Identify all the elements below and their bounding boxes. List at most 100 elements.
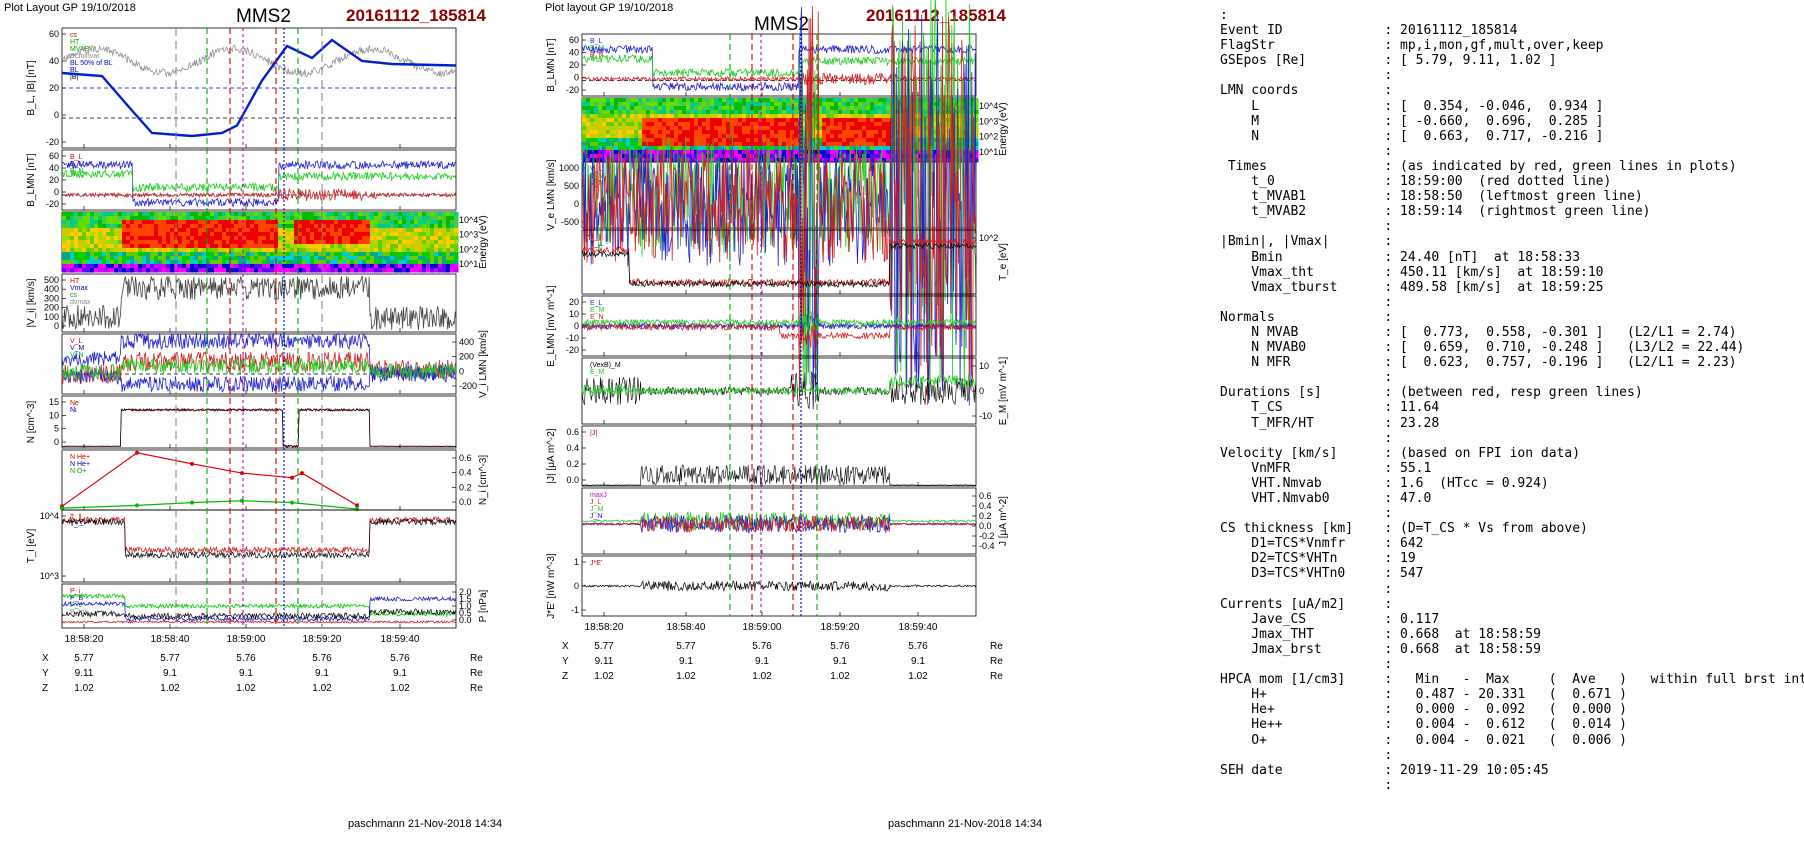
spectrogram-cell — [358, 216, 363, 221]
spectrogram-cell — [146, 228, 151, 233]
pos-value: 5.76 — [752, 641, 772, 652]
spectrogram-cell — [786, 146, 791, 151]
spectrogram-cell — [790, 130, 795, 135]
spectrogram-cell — [106, 248, 111, 253]
spectrogram-cell — [334, 252, 339, 257]
spectrogram-cell — [418, 216, 423, 221]
spectrogram-cell — [266, 220, 271, 225]
spectrogram-cell — [698, 122, 703, 127]
spectrogram-cell — [230, 260, 235, 265]
spectrogram-cell — [610, 114, 615, 119]
spectrogram-cell — [662, 118, 667, 123]
spectrogram-cell — [166, 232, 171, 237]
spectrogram-cell — [454, 228, 459, 233]
spectrogram-cell — [450, 240, 455, 245]
spectrogram-cell — [134, 268, 139, 273]
spectrogram-cell — [182, 256, 187, 261]
spectrogram-cell — [614, 110, 619, 115]
spectrogram-cell — [190, 212, 195, 217]
spectrogram-cell — [846, 114, 851, 119]
spectrogram-cell — [630, 102, 635, 107]
spectrogram-cell — [766, 102, 771, 107]
spectrogram-cell — [594, 158, 599, 163]
spectrogram-cell — [358, 252, 363, 257]
spectrogram-cell — [402, 240, 407, 245]
spectrogram-cell — [838, 138, 843, 143]
spectrogram-cell — [862, 110, 867, 115]
spectrogram-cell — [718, 126, 723, 131]
spectrogram-cell — [838, 98, 843, 103]
spectrogram-cell — [834, 118, 839, 123]
spectrogram-cell — [402, 232, 407, 237]
spectrogram-cell — [722, 98, 727, 103]
spectrogram-cell — [938, 106, 943, 111]
spectrogram-cell — [366, 260, 371, 265]
spectrogram-cell — [154, 232, 159, 237]
y-tick-label: 40 — [49, 163, 59, 173]
y-tick-label: 10^4 — [40, 511, 59, 521]
spectrogram-cell — [754, 106, 759, 111]
spectrogram-cell — [890, 150, 895, 155]
spectrogram-cell — [782, 146, 787, 151]
spectrogram-cell — [262, 264, 267, 269]
spectrogram-cell — [194, 268, 199, 273]
spectrogram-cell — [870, 98, 875, 103]
spectrogram-cell — [730, 102, 735, 107]
spectrogram-cell — [766, 126, 771, 131]
spectrogram-cell — [282, 252, 287, 257]
spectrogram-cell — [450, 212, 455, 217]
spectrogram-cell — [642, 158, 647, 163]
spectrogram-cell — [114, 256, 119, 261]
spectrogram-cell — [94, 212, 99, 217]
spectrogram-cell — [698, 130, 703, 135]
spectrogram-cell — [334, 260, 339, 265]
spectrogram-cell — [442, 252, 447, 257]
spectrogram-cell — [74, 252, 79, 257]
spectrogram-cell — [702, 106, 707, 111]
spectrogram-cell — [374, 264, 379, 269]
spectrogram-cell — [86, 268, 91, 273]
spectrogram-cell — [770, 98, 775, 103]
y-tick-label: -20 — [46, 199, 59, 209]
info-line: : — [1220, 68, 1393, 84]
spectrogram-cell — [846, 130, 851, 135]
spectrogram-cell — [582, 142, 587, 147]
spectrogram-cell — [870, 146, 875, 151]
spectrogram-cell — [274, 232, 279, 237]
spectrogram-cell — [410, 256, 415, 261]
spectrogram-cell — [230, 216, 235, 221]
spectrogram-cell — [646, 158, 651, 163]
spectrogram-cell — [746, 110, 751, 115]
spectrogram-cell — [874, 130, 879, 135]
spectrogram-cell — [426, 212, 431, 217]
spectrogram-cell — [694, 146, 699, 151]
pos-value: 1.02 — [74, 683, 94, 694]
spectrogram-cell — [174, 268, 179, 273]
spectrogram-cell — [290, 220, 295, 225]
spectrogram-cell — [158, 260, 163, 265]
spectrogram-cell — [78, 244, 83, 249]
spectrogram-cell — [254, 220, 259, 225]
spectrogram-cell — [154, 252, 159, 257]
info-line: D1=TCS*Vnmfr : 642 — [1220, 536, 1424, 552]
fig1-header: Plot Layout GP 19/10/2018 — [4, 2, 136, 14]
spectrogram-cell — [842, 138, 847, 143]
spectrogram-cell — [842, 158, 847, 163]
spectrogram-cell — [670, 130, 675, 135]
spectrogram-cell — [430, 220, 435, 225]
spectrogram-cell — [342, 256, 347, 261]
spectrogram-cell — [154, 264, 159, 269]
spectrogram-cell — [422, 232, 427, 237]
spectrogram-cell — [422, 244, 427, 249]
spectrogram-cell — [230, 212, 235, 217]
spectrogram-cell — [254, 264, 259, 269]
spectrogram-cell — [282, 220, 287, 225]
info-line: Velocity [km/s] : (based on FPI ion data… — [1220, 445, 1581, 461]
spectrogram-cell — [126, 220, 131, 225]
spectrogram-cell — [70, 256, 75, 261]
spectrogram-cell — [338, 224, 343, 229]
spectrogram-cell — [662, 122, 667, 127]
spectrogram-cell — [294, 248, 299, 253]
spectrogram-cell — [198, 224, 203, 229]
spectrogram-cell — [338, 212, 343, 217]
